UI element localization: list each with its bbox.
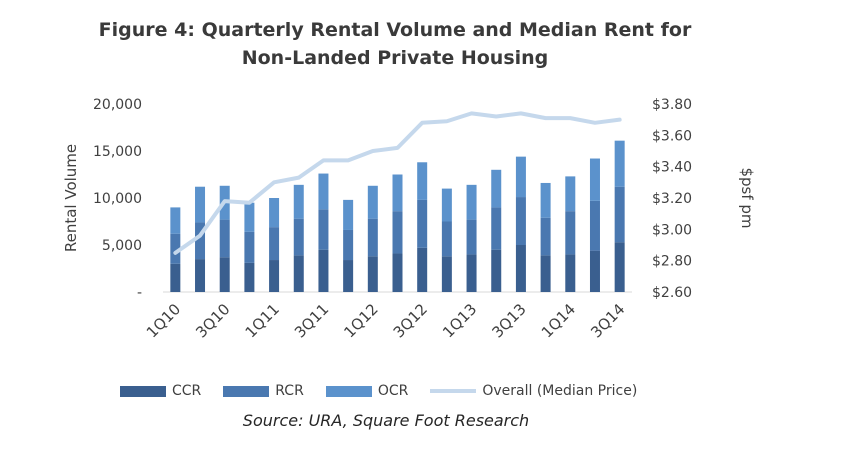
y-right-tick-label: $3.40 xyxy=(652,160,692,176)
x-tick-label: 1Q11 xyxy=(242,300,283,341)
bar-ccr xyxy=(515,245,526,292)
chart-legend: CCR RCR OCR Overall (Median Price) xyxy=(120,381,659,401)
bar-rcr xyxy=(293,218,304,256)
y-left-axis-title: Rental Volume xyxy=(62,144,80,252)
bar-ocr xyxy=(318,173,329,210)
legend-label-ccr: CCR xyxy=(172,383,202,399)
bar-ocr xyxy=(491,169,502,208)
bar-ccr xyxy=(565,254,576,292)
legend-label-overall: Overall (Median Price) xyxy=(482,383,638,399)
bar-ocr xyxy=(269,198,280,228)
bar-ocr xyxy=(540,182,551,218)
chart-title-line-1: Figure 4: Quarterly Rental Volume and Me… xyxy=(98,19,692,41)
y-right-tick-label: $2.60 xyxy=(652,285,692,301)
bar-ccr xyxy=(441,256,452,292)
chart-plot: - 5,000 10,000 15,000 20,000 $2.60 $2.80 $3.00 $… xyxy=(62,97,756,341)
legend-swatch-overall xyxy=(430,389,477,393)
bar-rcr xyxy=(170,233,181,264)
bar-ocr xyxy=(170,207,181,234)
bar-ccr xyxy=(491,249,502,292)
y-left-tick-label: 15,000 xyxy=(93,144,142,160)
legend-item-ocr: OCR xyxy=(325,383,409,399)
x-tick-label: 1Q12 xyxy=(340,300,381,341)
bar-ccr xyxy=(589,250,600,292)
y-right-tick-label: $3.20 xyxy=(652,191,692,207)
bar-ccr xyxy=(417,247,428,292)
legend-item-ccr: CCR xyxy=(120,383,201,399)
x-tick-label: 3Q12 xyxy=(390,300,431,341)
bar-rcr xyxy=(466,219,477,255)
bar-rcr xyxy=(515,197,526,245)
y-right-tick-label: $3.60 xyxy=(652,128,692,144)
y-left-tick-label: 20,000 xyxy=(93,97,142,113)
chart-title-line-2: Non-Landed Private Housing xyxy=(241,47,549,69)
chart-source: Source: URA, Square Foot Research xyxy=(242,411,530,430)
x-tick-label: 3Q13 xyxy=(488,300,529,341)
bar-ocr xyxy=(515,156,526,198)
legend-swatch-rcr xyxy=(223,385,270,397)
bar-ccr xyxy=(195,259,206,292)
bar-rcr xyxy=(343,229,354,261)
bar-rcr xyxy=(195,222,206,260)
bar-rcr xyxy=(540,217,551,256)
bar-rcr xyxy=(318,209,329,250)
bar-rcr xyxy=(367,218,378,257)
bar-ccr xyxy=(293,255,304,292)
bar-ocr xyxy=(441,188,452,222)
legend-label-ocr: OCR xyxy=(377,383,409,399)
bar-ocr xyxy=(293,184,304,219)
y-right-axis-title: $psf pm xyxy=(738,167,756,228)
bar-ccr xyxy=(244,262,255,292)
bar-rcr xyxy=(491,207,502,250)
x-tick-label: 1Q10 xyxy=(143,300,184,341)
bar-ocr xyxy=(466,184,477,220)
legend-item-rcr: RCR xyxy=(223,383,304,399)
y-left-tick-label: - xyxy=(137,285,142,301)
bar-rcr xyxy=(589,200,600,251)
bar-ccr xyxy=(614,242,625,292)
bar-ocr xyxy=(367,185,378,219)
bar-rcr xyxy=(565,211,576,255)
x-tick-label: 3Q11 xyxy=(291,300,332,341)
x-tick-label: 1Q13 xyxy=(439,300,480,341)
bar-ccr xyxy=(392,253,403,292)
bar-ocr xyxy=(343,199,354,230)
bar-rcr xyxy=(441,221,452,257)
x-tick-label: 3Q10 xyxy=(192,300,233,341)
chart-title: Figure 4: Quarterly Rental Volume and Me… xyxy=(0,16,790,72)
bar-ocr xyxy=(417,162,428,200)
y-right-tick-label: $2.80 xyxy=(652,254,692,270)
bar-ocr xyxy=(244,202,255,232)
legend-item-overall: Overall (Median Price) xyxy=(430,383,637,399)
y-right-tick-label: $3.00 xyxy=(652,222,692,238)
y-left-tick-label: 5,000 xyxy=(102,238,142,254)
bar-ccr xyxy=(170,263,181,292)
y-left-tick-label: 10,000 xyxy=(93,191,142,207)
bar-ocr xyxy=(614,140,625,187)
x-tick-label: 1Q14 xyxy=(538,300,579,341)
bar-rcr xyxy=(614,186,625,243)
bar-ocr xyxy=(195,186,206,223)
legend-label-rcr: RCR xyxy=(275,383,304,399)
bar-rcr xyxy=(269,227,280,261)
bar-ccr xyxy=(540,255,551,292)
bar-ocr xyxy=(589,158,600,201)
legend-swatch-ccr xyxy=(120,385,166,397)
legend-swatch-ocr xyxy=(325,385,372,397)
bar-rcr xyxy=(219,219,230,258)
bar-ccr xyxy=(219,257,230,292)
bar-ccr xyxy=(269,260,280,292)
line-overall-median-price xyxy=(173,111,622,255)
bar-rcr xyxy=(244,231,255,263)
bar-ccr xyxy=(367,256,378,292)
bar-ocr xyxy=(565,176,576,212)
bar-ocr xyxy=(392,174,403,212)
bar-rcr xyxy=(392,211,403,254)
y-right-tick-label: $3.80 xyxy=(652,97,692,113)
bar-ccr xyxy=(466,254,477,292)
bar-rcr xyxy=(417,199,428,248)
bar-ccr xyxy=(343,260,354,292)
bar-ccr xyxy=(318,249,329,292)
x-tick-label: 3Q14 xyxy=(587,300,628,341)
